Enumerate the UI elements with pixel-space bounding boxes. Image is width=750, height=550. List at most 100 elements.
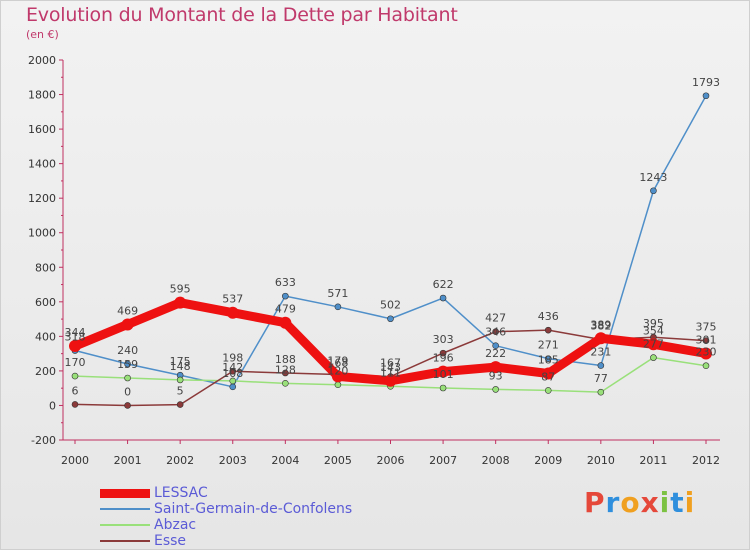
data-point xyxy=(439,294,447,302)
data-point xyxy=(594,332,607,345)
data-point xyxy=(124,360,131,368)
data-label: 277 xyxy=(643,338,664,351)
data-point xyxy=(282,292,289,300)
data-label: 198 xyxy=(222,351,243,364)
data-point xyxy=(544,326,552,334)
data-label: 101 xyxy=(433,368,454,381)
chart-legend: LESSAC Saint-Germain-de-Confolens Abzac Ess… xyxy=(100,485,352,549)
y-tick-label: 1800 xyxy=(28,89,56,102)
data-label: 128 xyxy=(275,363,296,376)
data-label: 354 xyxy=(643,324,664,337)
data-point xyxy=(650,354,657,361)
data-point xyxy=(331,370,344,383)
legend-label: LESSAC xyxy=(154,485,208,501)
legend-item: Saint-Germain-de-Confolens xyxy=(100,501,352,517)
x-tick-label: 2003 xyxy=(219,454,247,467)
x-tick-label: 2000 xyxy=(61,454,89,467)
x-tick-label: 2001 xyxy=(114,454,142,467)
data-point xyxy=(439,384,447,392)
data-label: 344 xyxy=(65,326,86,339)
legend-item: Esse xyxy=(100,533,352,549)
data-point xyxy=(121,318,134,331)
data-label: 502 xyxy=(380,299,401,312)
data-label: 168 xyxy=(327,356,348,369)
y-tick-label: 400 xyxy=(35,330,56,343)
data-label: 93 xyxy=(489,369,503,382)
data-point xyxy=(174,296,187,309)
x-tick-label: 2007 xyxy=(429,454,457,467)
legend-swatch xyxy=(100,488,150,498)
x-tick-label: 2002 xyxy=(166,454,194,467)
data-point xyxy=(279,316,292,329)
x-tick-label: 2011 xyxy=(639,454,667,467)
y-tick-label: 800 xyxy=(35,261,56,274)
data-label: 231 xyxy=(590,346,611,359)
data-label: 479 xyxy=(275,303,296,316)
data-label: 77 xyxy=(594,372,608,385)
data-label: 301 xyxy=(696,333,717,346)
y-tick-label: 1000 xyxy=(28,227,56,240)
data-point xyxy=(124,374,131,382)
data-label: 436 xyxy=(538,310,559,323)
data-label: 240 xyxy=(117,344,138,357)
y-tick-label: 600 xyxy=(35,296,56,309)
data-point xyxy=(650,187,657,195)
data-point xyxy=(229,383,237,391)
legend-label: Abzac xyxy=(154,517,197,533)
data-label: 111 xyxy=(380,366,401,379)
y-tick-label: 2000 xyxy=(28,54,56,67)
logo-letter: P xyxy=(584,486,606,519)
data-label: 571 xyxy=(327,287,348,300)
data-label: 318 xyxy=(65,331,86,344)
data-point xyxy=(124,402,131,409)
chart-title: Evolution du Montant de la Dette par Hab… xyxy=(26,4,458,26)
data-label: 595 xyxy=(170,283,191,296)
data-label: 469 xyxy=(117,304,138,317)
data-label: 427 xyxy=(485,312,506,325)
data-label: 188 xyxy=(275,353,296,366)
data-label: 389 xyxy=(590,318,611,331)
data-point xyxy=(544,387,552,394)
data-label: 167 xyxy=(380,357,401,370)
data-point xyxy=(597,388,605,396)
data-label: 179 xyxy=(327,355,348,368)
x-tick-label: 2004 xyxy=(271,454,299,467)
data-point xyxy=(71,372,79,380)
chart-unit: (en €) xyxy=(26,28,59,41)
y-tick-label: 1200 xyxy=(28,192,56,205)
data-label: 143 xyxy=(380,361,401,374)
data-label: 120 xyxy=(327,365,348,378)
y-tick-label: -200 xyxy=(31,434,56,447)
legend-item: LESSAC xyxy=(100,485,352,501)
data-point xyxy=(597,362,605,369)
x-tick-label: 2012 xyxy=(692,454,720,467)
legend-label: Saint-Germain-de-Confolens xyxy=(154,501,353,517)
data-point xyxy=(700,347,712,360)
data-point xyxy=(544,355,552,362)
data-point xyxy=(384,374,397,387)
data-point xyxy=(334,381,342,389)
data-point xyxy=(282,380,289,387)
legend-label: Esse xyxy=(154,533,187,549)
data-point xyxy=(702,337,710,344)
data-label: 303 xyxy=(433,333,454,346)
legend-item: Abzac xyxy=(100,517,352,533)
data-point xyxy=(702,92,710,100)
data-point xyxy=(226,306,239,319)
data-label: 633 xyxy=(275,276,296,289)
x-tick-label: 2008 xyxy=(482,454,510,467)
data-label: 346 xyxy=(485,326,506,339)
data-point xyxy=(229,367,237,375)
data-label: 0 xyxy=(124,385,131,398)
data-label: 1793 xyxy=(692,76,720,89)
data-label: 395 xyxy=(643,317,664,330)
data-point xyxy=(69,340,81,353)
legend-swatch xyxy=(100,508,150,510)
data-label: 6 xyxy=(72,384,79,397)
y-tick-label: 0 xyxy=(49,399,56,412)
logo-letter: x xyxy=(640,486,660,519)
data-label: 87 xyxy=(541,370,555,383)
data-label: 185 xyxy=(538,354,559,367)
data-point xyxy=(387,315,394,323)
